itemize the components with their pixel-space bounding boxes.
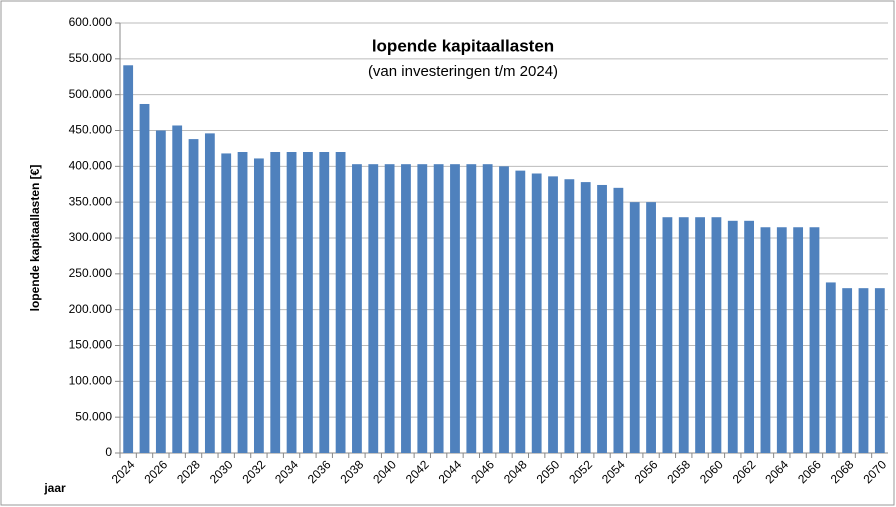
y-tick-label: 600.000 xyxy=(69,15,113,29)
y-tick-label: 350.000 xyxy=(69,194,113,208)
bar xyxy=(597,184,607,453)
bar xyxy=(401,164,411,453)
y-tick-label: 250.000 xyxy=(69,266,113,280)
bar xyxy=(155,130,166,453)
bar xyxy=(499,166,509,454)
y-tick-label: 100.000 xyxy=(69,374,113,388)
bar xyxy=(842,288,853,453)
bar xyxy=(172,125,183,453)
y-tick-label: 150.000 xyxy=(69,338,113,352)
y-axis-title: lopende kapitaallasten [€] xyxy=(28,165,42,312)
bar xyxy=(874,288,885,453)
bar xyxy=(825,282,836,453)
bar xyxy=(662,217,673,453)
bar xyxy=(793,227,804,453)
bar xyxy=(237,152,248,453)
bar xyxy=(433,164,444,453)
y-tick-label: 50.000 xyxy=(75,409,112,423)
bar xyxy=(695,217,705,453)
y-tick-label: 450.000 xyxy=(69,123,113,137)
bar xyxy=(303,152,313,453)
y-tick-label: 500.000 xyxy=(69,87,113,101)
bar xyxy=(384,164,395,453)
bar xyxy=(270,152,281,453)
bar xyxy=(482,164,493,453)
bar xyxy=(253,158,264,453)
bar xyxy=(335,152,346,453)
bar xyxy=(646,202,656,453)
y-tick-label: 200.000 xyxy=(69,302,113,316)
chart-subtitle: (van investeringen t/m 2024) xyxy=(368,63,558,80)
bar xyxy=(564,179,575,453)
chart-title: lopende kapitaallasten xyxy=(372,36,554,55)
bar xyxy=(548,176,558,453)
bar xyxy=(531,173,542,453)
bar xyxy=(711,217,722,453)
bar xyxy=(286,152,297,453)
bar xyxy=(319,152,330,453)
bar xyxy=(629,202,640,453)
bar xyxy=(221,153,232,453)
bar xyxy=(139,103,150,453)
bar xyxy=(809,227,820,453)
bar xyxy=(352,164,362,453)
bar xyxy=(188,139,199,453)
bar xyxy=(368,164,379,453)
y-tick-label: 550.000 xyxy=(69,51,113,65)
bar xyxy=(678,217,689,453)
bar xyxy=(760,227,771,453)
bar xyxy=(515,170,526,453)
bar xyxy=(204,133,215,453)
bar xyxy=(858,288,869,453)
bar xyxy=(744,220,755,453)
bar xyxy=(727,220,738,453)
bar xyxy=(580,182,591,453)
x-axis-title: jaar xyxy=(43,481,66,495)
bar xyxy=(466,164,477,453)
y-tick-label: 0 xyxy=(105,445,112,459)
bar xyxy=(123,65,134,454)
bar xyxy=(450,164,460,453)
bar xyxy=(417,164,428,453)
bar xyxy=(776,227,787,453)
bar xyxy=(613,187,624,454)
y-tick-label: 400.000 xyxy=(69,159,113,173)
y-tick-label: 300.000 xyxy=(69,230,113,244)
